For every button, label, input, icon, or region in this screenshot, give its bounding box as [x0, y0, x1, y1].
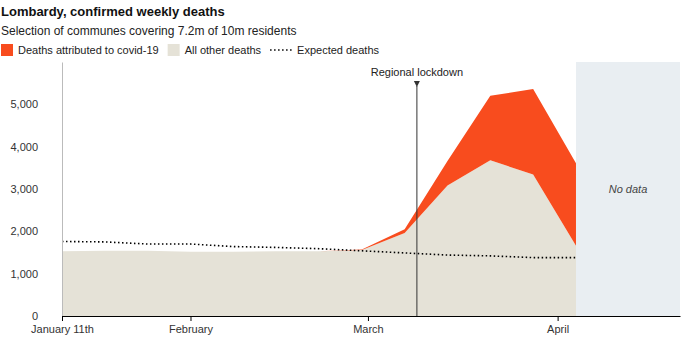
axis-line [63, 316, 681, 317]
legend-item: All other deaths [168, 44, 262, 56]
legend-item: Expected deaths [270, 44, 379, 56]
tick-label: 3,000 [10, 183, 38, 195]
tick-label: January 11th [31, 323, 94, 335]
legend-label: Deaths attributed to covid-19 [18, 44, 159, 56]
tick-label: March [353, 323, 384, 335]
area-series [62, 160, 576, 316]
tick-mark [368, 316, 369, 321]
tick: 1,000 [10, 268, 62, 280]
chart: Lombardy, confirmed weekly deaths Selecti… [0, 0, 690, 349]
tick-label: April [547, 323, 569, 335]
tick: 3,000 [10, 183, 62, 195]
y-axis: 0 1,000 2,000 3,000 4,000 5,000 [10, 63, 62, 323]
annotation-label: Regional lockdown [371, 66, 463, 78]
tick: 4,000 [10, 141, 62, 153]
tick: March [353, 316, 384, 335]
area-series [62, 89, 576, 252]
annotation-pointer [414, 81, 420, 87]
x-axis: January 11th February March April [31, 316, 680, 335]
tick-mark [190, 316, 191, 321]
tick: 2,000 [10, 225, 62, 237]
tick-label: 1,000 [10, 268, 38, 280]
tick-label: 2,000 [10, 225, 38, 237]
tick-label: 5,000 [10, 98, 38, 110]
legend: Deaths attributed to covid-19 All other d… [1, 44, 380, 56]
annotation-shading [576, 62, 680, 316]
title: Lombardy, confirmed weekly deaths [1, 4, 225, 19]
tick: 5,000 [10, 98, 62, 110]
annotation-label: No data [609, 183, 648, 195]
tick: April [547, 316, 569, 335]
tick-label: February [169, 323, 214, 335]
tick-label: 0 [32, 310, 38, 322]
no-data-region [576, 62, 680, 316]
line-series [62, 241, 576, 257]
legend-item: Deaths attributed to covid-19 [1, 44, 159, 56]
tick-label: 4,000 [10, 141, 38, 153]
tick: January 11th [31, 316, 94, 335]
tick-mark [62, 316, 63, 321]
legend-label: Expected deaths [297, 44, 379, 56]
legend-swatch [168, 44, 180, 56]
legend-swatch [1, 44, 13, 56]
marks [62, 89, 576, 316]
tick: February [169, 316, 214, 335]
axis-line [62, 63, 63, 317]
tick-mark [558, 316, 559, 321]
tick: 0 [32, 310, 62, 322]
subtitle: Selection of communes covering 7.2m of 1… [1, 24, 296, 38]
legend-label: All other deaths [185, 44, 262, 56]
annotations: Regional lockdown No data [371, 66, 648, 316]
annotation-line [416, 86, 417, 316]
legend-swatch [270, 49, 292, 51]
